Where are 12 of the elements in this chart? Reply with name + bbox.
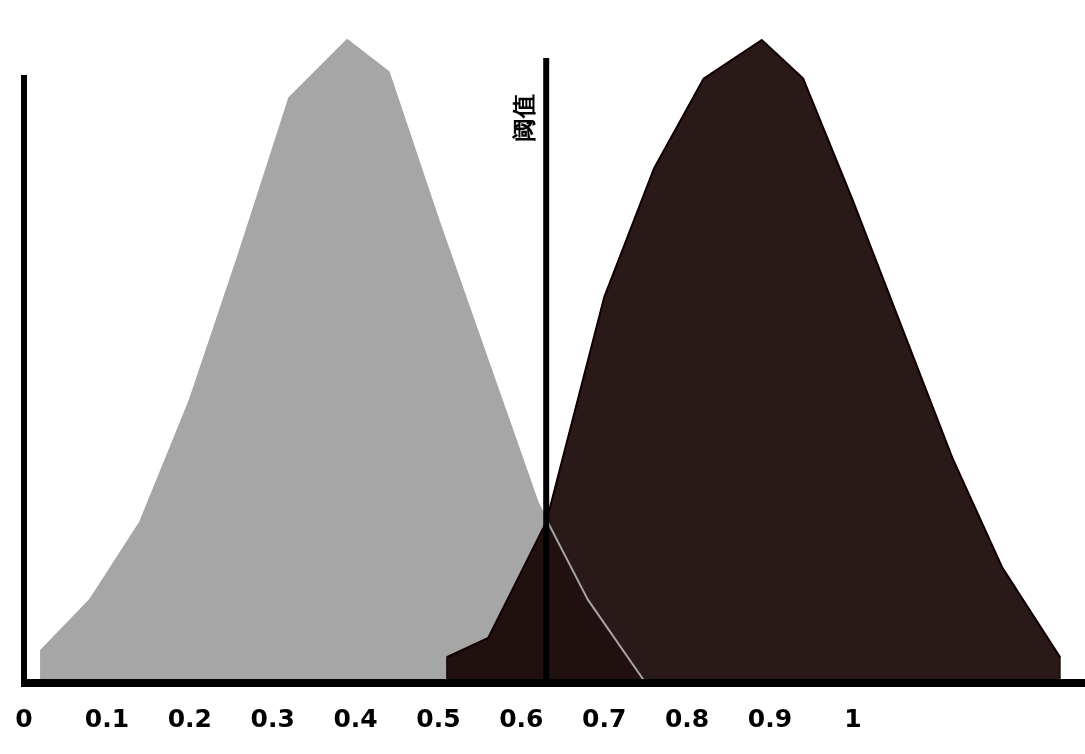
x-tick-label: 0.7	[582, 704, 627, 733]
x-tick-label: 0	[15, 704, 33, 733]
x-tick-label: 0.4	[333, 704, 378, 733]
x-tick-label: 0.8	[664, 704, 710, 733]
ref-line-label: 阈值	[510, 94, 539, 142]
x-tick-label: 0.1	[84, 704, 130, 733]
x-tick-label: 0.6	[499, 704, 544, 733]
x-tick-label: 0.3	[250, 704, 295, 733]
x-tick-label: 1	[844, 704, 862, 733]
x-tick-label: 0.2	[167, 704, 212, 733]
x-tick-label: 0.5	[416, 704, 461, 733]
x-tick-label: 0.9	[747, 704, 793, 733]
